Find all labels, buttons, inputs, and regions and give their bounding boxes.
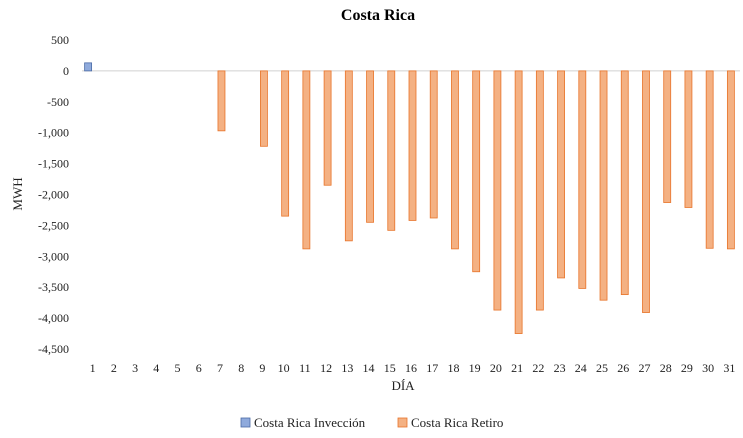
x-tick-label: 8 xyxy=(238,361,244,375)
y-tick-label: 0 xyxy=(63,64,69,78)
x-tick-label: 6 xyxy=(196,361,202,375)
bar-retiro xyxy=(281,70,290,217)
x-tick-label: 13 xyxy=(341,361,353,375)
x-tick-label: 17 xyxy=(426,361,438,375)
bar-retiro xyxy=(323,70,332,186)
x-tick-label: 12 xyxy=(320,361,332,375)
bar-retiro xyxy=(684,70,693,208)
x-tick-label: 5 xyxy=(175,361,181,375)
bar-inveccion xyxy=(84,62,93,72)
x-tick-label: 20 xyxy=(490,361,502,375)
bar-retiro xyxy=(514,70,523,334)
y-tick-label: -2,500 xyxy=(38,218,69,232)
bars-group xyxy=(84,62,735,334)
bar-retiro xyxy=(620,70,629,296)
x-tick-label: 11 xyxy=(299,361,311,375)
x-axis-ticks: 1 2 3 4 5 6 7 8 9 10 11 12 13 14 15 16 17 18 19 20 21 22 23 24 2… xyxy=(90,361,736,375)
bar-retiro xyxy=(302,70,311,250)
bar-retiro xyxy=(387,70,396,231)
legend-swatch-retiro xyxy=(397,417,408,428)
x-tick-label: 3 xyxy=(132,361,138,375)
x-tick-label: 16 xyxy=(405,361,417,375)
x-tick-label: 10 xyxy=(278,361,290,375)
y-tick-label: 500 xyxy=(51,33,69,47)
bar-retiro xyxy=(366,70,374,223)
bar-retiro xyxy=(260,70,268,147)
x-tick-label: 9 xyxy=(259,361,265,375)
y-tick-label: -500 xyxy=(47,95,69,109)
chart-title: Costa Rica xyxy=(341,7,415,24)
y-axis-ticks: 500 0 -500 -1,000 -1,500 -2,000 -2,500 -3,000 -3… xyxy=(38,33,69,356)
y-tick-label: -3,500 xyxy=(38,280,69,294)
bar-retiro xyxy=(217,70,226,132)
x-tick-label: 2 xyxy=(111,361,117,375)
bar-retiro xyxy=(599,70,608,301)
bar-retiro xyxy=(726,70,735,250)
bar-retiro xyxy=(705,70,714,249)
x-tick-label: 26 xyxy=(617,361,629,375)
x-tick-label: 1 xyxy=(90,361,96,375)
x-axis-label: DÍA xyxy=(391,378,415,393)
x-tick-label: 27 xyxy=(638,361,650,375)
x-tick-label: 4 xyxy=(153,361,159,375)
bar-retiro xyxy=(493,70,502,311)
bar-retiro xyxy=(535,70,544,311)
legend-swatch-inveccion xyxy=(240,417,251,428)
bar-retiro xyxy=(557,70,565,279)
bar-retiro xyxy=(408,70,417,221)
x-tick-label: 23 xyxy=(554,361,566,375)
bar-retiro xyxy=(642,70,650,313)
x-tick-label: 24 xyxy=(575,361,587,375)
bar-retiro xyxy=(429,70,438,219)
x-tick-label: 14 xyxy=(363,361,375,375)
bar-retiro xyxy=(451,70,459,250)
y-tick-label: -3,000 xyxy=(38,249,69,263)
bar-retiro xyxy=(344,70,353,242)
x-tick-label: 15 xyxy=(384,361,396,375)
legend-label-retiro: Costa Rica Retiro xyxy=(411,415,503,430)
y-tick-label: -2,000 xyxy=(38,188,69,202)
x-tick-label: 22 xyxy=(532,361,544,375)
y-axis-label: MWH xyxy=(10,177,25,210)
legend: Costa Rica Invección Costa Rica Retiro xyxy=(240,415,503,430)
x-tick-label: 31 xyxy=(723,361,735,375)
x-tick-label: 7 xyxy=(217,361,223,375)
bar-retiro xyxy=(578,70,587,289)
x-tick-label: 30 xyxy=(702,361,714,375)
y-tick-label: -1,000 xyxy=(38,126,69,140)
bar-retiro xyxy=(472,70,481,273)
y-tick-label: -1,500 xyxy=(38,157,69,171)
legend-label-inveccion: Costa Rica Invección xyxy=(254,415,366,430)
y-tick-label: -4,000 xyxy=(38,311,69,325)
x-tick-label: 18 xyxy=(447,361,459,375)
x-tick-label: 21 xyxy=(511,361,523,375)
x-tick-label: 19 xyxy=(469,361,481,375)
x-tick-label: 25 xyxy=(596,361,608,375)
y-tick-label: -4,500 xyxy=(38,342,69,356)
x-tick-label: 29 xyxy=(681,361,693,375)
bar-retiro xyxy=(663,70,672,203)
x-tick-label: 28 xyxy=(660,361,672,375)
